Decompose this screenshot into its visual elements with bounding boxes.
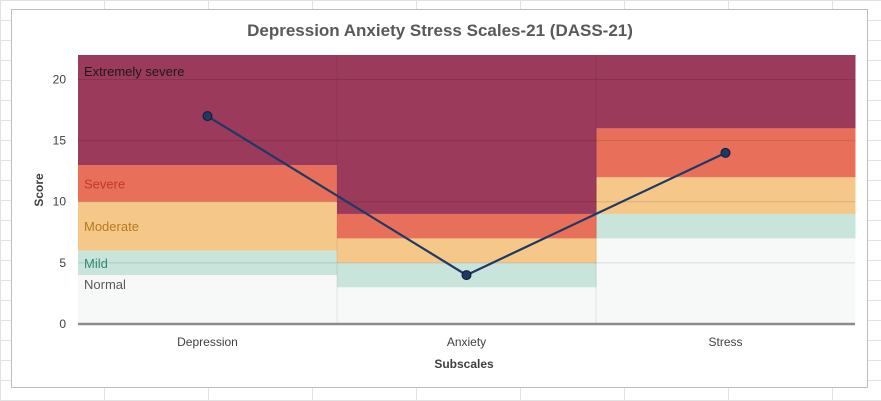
band-extremely-severe-anxiety <box>337 55 597 214</box>
band-moderate-depression <box>78 201 338 251</box>
score-point-anxiety[interactable] <box>461 270 472 281</box>
band-severe-depression <box>78 165 338 202</box>
band-label-moderate: Moderate <box>84 219 139 234</box>
y-tick-label: 0 <box>59 317 66 331</box>
band-label-normal: Normal <box>84 277 126 292</box>
band-extremely-severe-stress <box>596 55 856 129</box>
y-tick-label: 15 <box>53 134 67 148</box>
x-tick-label: Depression <box>177 335 238 349</box>
band-normal-stress <box>596 238 856 324</box>
y-tick-label: 20 <box>53 72 67 86</box>
chart-title: Depression Anxiety Stress Scales-21 (DAS… <box>247 21 633 40</box>
x-axis-ticks: Depression Anxiety Stress <box>177 335 742 349</box>
band-extremely-severe-depression <box>78 55 338 166</box>
severity-band-labels: Normal Mild Moderate Severe Extremely severe <box>84 64 184 292</box>
y-axis-ticks: 0 5 10 15 20 <box>53 72 67 331</box>
band-moderate-anxiety <box>337 238 597 263</box>
x-axis-title: Subscales <box>434 357 494 371</box>
y-axis-title: Score <box>32 173 46 207</box>
score-point-stress[interactable] <box>720 147 731 158</box>
band-severe-anxiety <box>337 213 597 239</box>
y-tick-label: 5 <box>59 256 66 270</box>
score-point-depression[interactable] <box>202 111 213 122</box>
gridlines <box>78 78 855 264</box>
band-mild-depression <box>78 250 338 276</box>
band-label-severe: Severe <box>84 176 125 191</box>
band-mild-stress <box>596 213 856 239</box>
band-label-mild: Mild <box>84 256 108 271</box>
y-tick-label: 10 <box>53 195 67 209</box>
score-series <box>202 111 731 281</box>
band-label-extremely-severe: Extremely severe <box>84 64 184 79</box>
band-normal-anxiety <box>337 287 597 324</box>
band-moderate-stress <box>596 177 856 214</box>
x-tick-label: Anxiety <box>447 335 486 349</box>
band-normal-depression <box>78 275 338 324</box>
severity-bands <box>78 55 856 324</box>
x-tick-label: Stress <box>708 335 742 349</box>
